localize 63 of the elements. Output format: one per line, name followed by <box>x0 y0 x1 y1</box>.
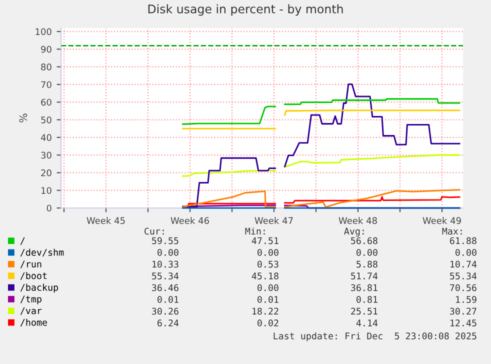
x-tick-label: Week 45 <box>86 217 125 224</box>
text: 0.02 <box>258 320 278 326</box>
text: 0.00 <box>158 249 178 256</box>
legend-label: / <box>20 237 25 245</box>
text: Min: <box>245 228 265 235</box>
legend-label: /backup <box>20 284 58 293</box>
text: 51.74 <box>351 272 378 280</box>
text: 0.00 <box>456 249 476 256</box>
y-tick-label: 90 <box>41 46 52 53</box>
text: 12.45 <box>450 320 476 326</box>
text: 10.74 <box>450 260 477 268</box>
text: 30.27 <box>450 308 476 315</box>
text: 4.14 <box>356 320 378 326</box>
text: Last update: Fri Dec 5 23:00:08 2025 <box>274 332 476 342</box>
text: 18.22 <box>252 308 278 315</box>
text: 56.68 <box>351 237 378 244</box>
text: 1.59 <box>456 296 476 303</box>
text: 70.56 <box>450 284 476 292</box>
y-tick-label: 50 <box>41 116 52 124</box>
legend-label: /home <box>20 318 47 327</box>
legend-label: /boot <box>20 272 47 280</box>
legend-label: /dev/shm <box>20 248 64 257</box>
text: 25.51 <box>351 308 378 315</box>
text: 47.51 <box>252 237 278 244</box>
text: Max: <box>442 228 462 235</box>
text: 0.01 <box>258 296 278 303</box>
text: 6.24 <box>158 320 179 326</box>
chart-title: Disk usage in percent - by month <box>148 4 343 16</box>
text: 30.26 <box>152 308 178 315</box>
legend-label: /var <box>20 307 42 315</box>
text: 59.55 <box>152 237 178 244</box>
y-tick-label: 100 <box>36 28 52 36</box>
y-tick-label: 70 <box>41 81 52 88</box>
x-tick-label: Week 48 <box>338 217 377 224</box>
text: 0.00 <box>258 249 278 256</box>
text: 55.34 <box>450 272 477 280</box>
legend-label: /tmp <box>20 296 42 304</box>
text: Cur: <box>144 228 164 235</box>
x-tick-label: Week 47 <box>254 217 293 224</box>
text: 36.81 <box>351 284 378 292</box>
text: 61.88 <box>450 237 476 244</box>
y-axis-title: % <box>19 114 28 122</box>
y-tick-label: 10 <box>41 187 52 194</box>
text: 36.46 <box>152 284 178 292</box>
legend-label: /run <box>20 260 42 268</box>
y-tick-label: 30 <box>41 152 52 159</box>
text: 0.00 <box>356 249 378 256</box>
y-tick-label: 80 <box>41 64 52 70</box>
text: 5.88 <box>356 260 378 268</box>
y-tick-label: 40 <box>40 134 52 141</box>
x-tick-label: Week 46 <box>170 217 209 224</box>
text: 0.00 <box>258 284 278 292</box>
text: 0.53 <box>258 260 278 268</box>
text: 10.33 <box>152 260 178 268</box>
y-tick-label: 20 <box>41 169 52 176</box>
text: Avg: <box>344 228 364 236</box>
y-tick-label: 0 <box>46 204 52 212</box>
text: 55.34 <box>152 272 179 280</box>
text: 0.81 <box>356 296 378 303</box>
x-tick-label: Week 49 <box>422 217 461 224</box>
text: 45.18 <box>252 272 278 280</box>
text: 0.01 <box>158 296 178 303</box>
y-tick-label: 60 <box>41 98 52 106</box>
